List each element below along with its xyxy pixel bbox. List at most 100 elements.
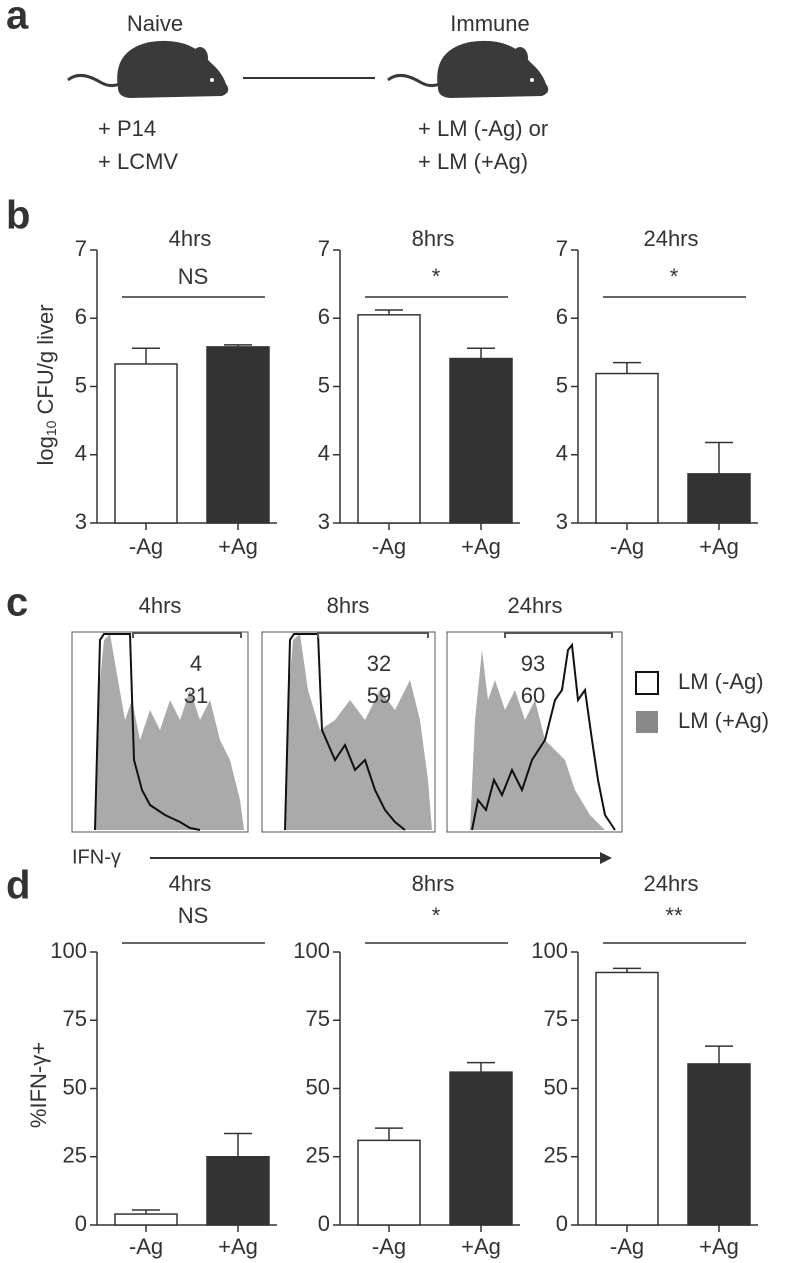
mouse-icon	[67, 40, 229, 98]
panel-label: d	[6, 864, 30, 908]
y-tick-label: 5	[318, 372, 330, 397]
hist-fill	[470, 650, 605, 830]
y-tick-label: 3	[318, 509, 330, 534]
gate-value: 31	[184, 683, 208, 708]
significance-label: *	[432, 264, 441, 289]
gate-value: 4	[190, 651, 202, 676]
y-tick-label: 50	[306, 1074, 330, 1099]
y-axis-label-part: CFU/g liver	[33, 304, 58, 420]
hist-line	[471, 642, 616, 831]
diagram-note: + LCMV	[98, 149, 178, 174]
y-tick-label: 25	[63, 1143, 87, 1168]
y-tick-label: 5	[556, 372, 568, 397]
gate-value: 32	[367, 651, 391, 676]
bar	[206, 1156, 270, 1226]
diagram-title: Immune	[450, 11, 529, 36]
y-tick-label: 0	[556, 1211, 568, 1236]
y-tick-label: 100	[293, 938, 330, 963]
y-tick-label: 3	[75, 509, 87, 534]
x-tick-label: -Ag	[372, 1234, 406, 1259]
y-tick-label: 7	[75, 236, 87, 261]
y-tick-label: 75	[63, 1006, 87, 1031]
flow-histograms	[71, 631, 659, 864]
hist-title: 24hrs	[507, 593, 562, 618]
hist-line	[94, 633, 201, 831]
bar	[595, 971, 659, 1226]
bar	[357, 1139, 421, 1226]
chart-title: 4hrs	[169, 226, 212, 251]
diagram-title: Naive	[127, 11, 183, 36]
y-tick-label: 100	[531, 938, 568, 963]
significance-label: NS	[178, 264, 209, 289]
significance-label: NS	[178, 903, 209, 928]
legend-swatch	[636, 711, 658, 733]
bar	[449, 1071, 513, 1226]
diagram-note: + P14	[98, 116, 156, 141]
chart-title: 24hrs	[643, 871, 698, 896]
bar	[595, 372, 659, 524]
x-tick-label: +Ag	[218, 1234, 258, 1259]
y-tick-label: 25	[544, 1143, 568, 1168]
y-tick-label: 4	[75, 441, 87, 466]
y-axis-label: %IFN-γ+	[26, 1042, 51, 1128]
x-tick-label: +Ag	[461, 534, 501, 559]
y-tick-label: 7	[318, 236, 330, 261]
hist-line	[284, 633, 406, 831]
y-tick-label: 50	[544, 1074, 568, 1099]
legend-label: LM (+Ag)	[678, 708, 769, 733]
gate-value: 60	[521, 683, 545, 708]
bar	[687, 1063, 751, 1226]
y-tick-label: 4	[318, 441, 330, 466]
y-tick-label: 25	[306, 1143, 330, 1168]
legend-label: LM (-Ag)	[678, 669, 764, 694]
y-tick-label: 7	[556, 236, 568, 261]
significance-label: *	[670, 264, 679, 289]
y-axis-label-part: log	[33, 436, 58, 465]
y-tick-label: 6	[75, 304, 87, 329]
chart-title: 4hrs	[169, 871, 212, 896]
gate	[132, 632, 242, 638]
mouse-icon	[387, 40, 549, 98]
arrow-head	[600, 852, 612, 864]
significance-label: **	[665, 903, 683, 928]
diagram-note: + LM (-Ag) or	[418, 116, 548, 141]
x-tick-label: -Ag	[610, 534, 644, 559]
bar	[114, 363, 178, 524]
y-tick-label: 0	[318, 1211, 330, 1236]
panel-label: c	[6, 581, 28, 625]
y-tick-label: 0	[75, 1211, 87, 1236]
x-tick-label: -Ag	[610, 1234, 644, 1259]
y-axis-label-part: 10	[43, 420, 59, 436]
x-tick-label: +Ag	[461, 1234, 501, 1259]
gate	[504, 632, 613, 638]
y-tick-label: 4	[556, 441, 568, 466]
chart-title: 8hrs	[412, 226, 455, 251]
chart-title: 8hrs	[412, 871, 455, 896]
y-tick-label: 3	[556, 509, 568, 534]
bar	[357, 314, 421, 524]
y-tick-label: 100	[50, 938, 87, 963]
chart-title: 24hrs	[643, 226, 698, 251]
y-tick-label: 6	[556, 304, 568, 329]
diagram-note: + LM (+Ag)	[418, 149, 528, 174]
y-axis-label-part: %IFN-γ+	[26, 1042, 51, 1128]
bar	[449, 357, 513, 524]
gate-value: 93	[521, 651, 545, 676]
y-tick-label: 75	[306, 1006, 330, 1031]
x-tick-label: +Ag	[218, 534, 258, 559]
gate	[317, 632, 429, 638]
hist-title: 4hrs	[139, 593, 182, 618]
hist-fill	[285, 634, 432, 830]
panel-label: b	[6, 194, 30, 238]
bar	[687, 473, 751, 524]
x-tick-label: +Ag	[699, 1234, 739, 1259]
y-tick-label: 5	[75, 372, 87, 397]
significance-label: *	[432, 903, 441, 928]
x-tick-label: +Ag	[699, 534, 739, 559]
bar	[206, 346, 270, 524]
hist-title: 8hrs	[327, 593, 370, 618]
y-tick-label: 6	[318, 304, 330, 329]
hist-fill	[95, 634, 244, 830]
x-tick-label: -Ag	[129, 534, 163, 559]
